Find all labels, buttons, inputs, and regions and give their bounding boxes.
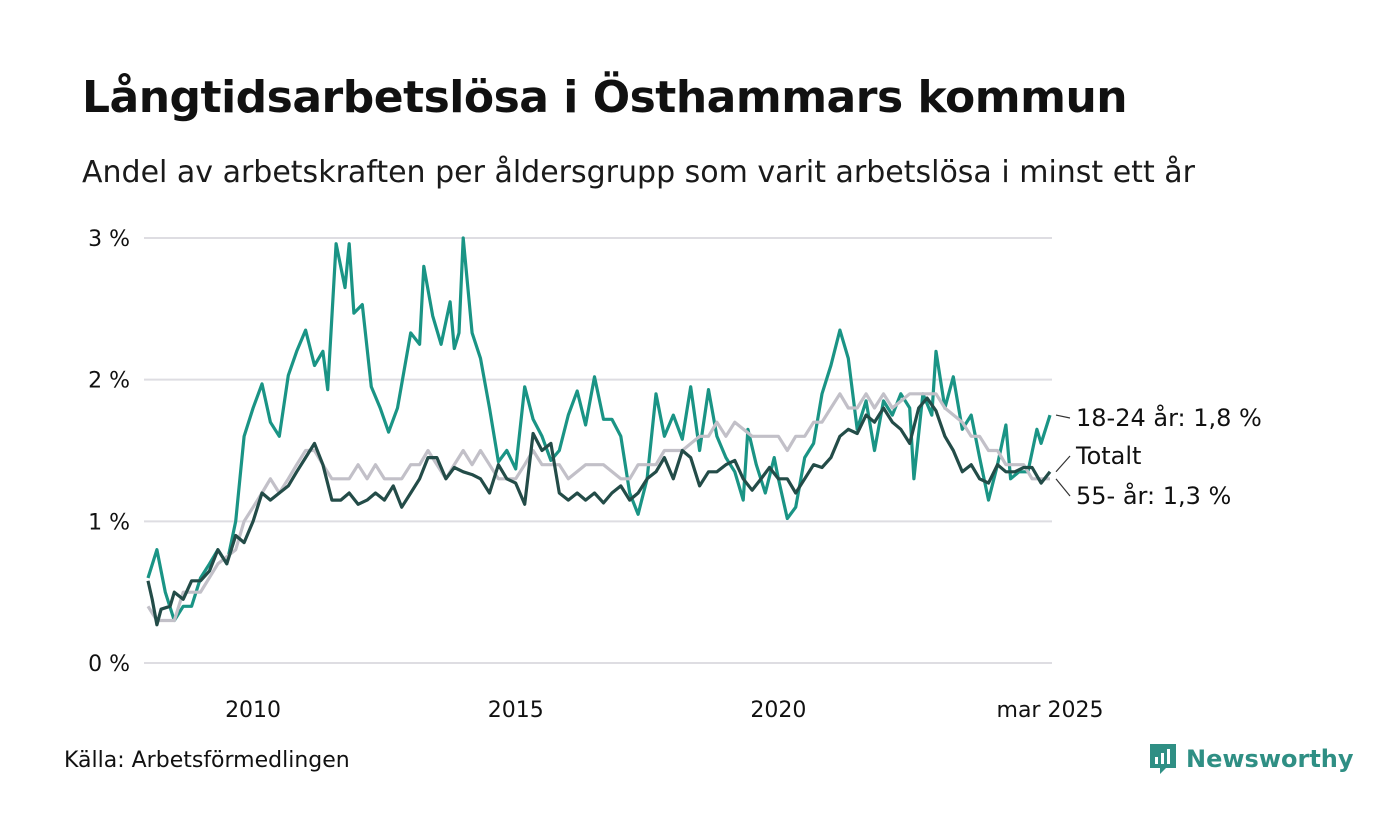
y-tick-label: 1 % (88, 510, 130, 535)
brand-name: Newsworthy (1186, 745, 1354, 773)
brand-logo: Newsworthy (1148, 742, 1354, 776)
y-tick-label: 2 % (88, 369, 130, 394)
series-lines (146, 236, 1052, 627)
y-tick-label: 0 % (88, 652, 130, 677)
chart-subtitle: Andel av arbetskraften per åldersgrupp s… (82, 155, 1195, 190)
x-tick-label: 2010 (225, 698, 281, 723)
x-tick-label: 2015 (488, 698, 544, 723)
newsworthy-logo-icon (1150, 744, 1176, 774)
end-label-youth: 18-24 år: 1,8 % (1076, 403, 1262, 432)
end-label-connector-youth (1055, 414, 1071, 419)
series-line-total (146, 396, 1052, 627)
source-note: Källa: Arbetsförmedlingen (64, 748, 350, 773)
y-tick-label: 3 % (88, 227, 130, 252)
x-tick-label: 2020 (750, 698, 806, 723)
end-label-connector-older (1055, 478, 1071, 497)
x-axis-tick-labels: 2010 2015 2020 mar 2025 (225, 698, 1103, 723)
end-label-total: Totalt (1075, 442, 1141, 470)
grid-lines (144, 237, 1052, 664)
x-tick-label: mar 2025 (997, 698, 1104, 723)
end-label-connector-total (1055, 455, 1071, 473)
y-axis-tick-labels: 0 % 1 % 2 % 3 % (88, 227, 130, 677)
chart-title: Långtidsarbetslösa i Östhammars kommun (82, 72, 1128, 123)
end-label-older: 55- år: 1,3 % (1076, 481, 1231, 510)
series-line-youth (146, 236, 1052, 623)
end-labels: 18-24 år: 1,8 % 55- år: 1,3 % Totalt (1055, 403, 1262, 510)
